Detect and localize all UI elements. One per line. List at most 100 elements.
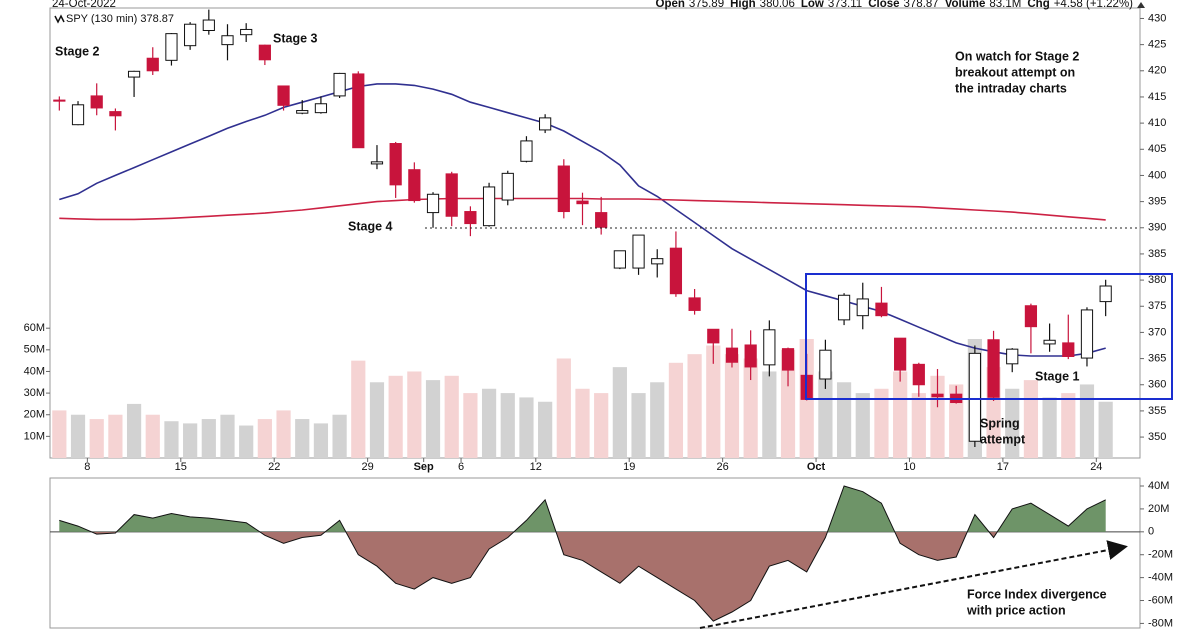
candle-body: [1062, 342, 1075, 357]
y-tick-label: 385: [1148, 248, 1166, 260]
annotation: Stage 4: [348, 219, 393, 233]
y-tick-label: 425: [1148, 39, 1166, 51]
candle-body: [53, 99, 66, 102]
y-tick-label: -20M: [1148, 549, 1173, 561]
y2-tick-label: 10M: [24, 430, 45, 442]
x-tick-label: 24: [1090, 461, 1102, 473]
candle-body: [1080, 309, 1094, 359]
annotation: Stage 2: [55, 44, 100, 58]
force-panel-frame: [49, 477, 1141, 629]
volume-bar: [183, 423, 198, 458]
volume-bar: [556, 358, 571, 458]
y-tick-label: 375: [1148, 300, 1166, 312]
candle-body: [613, 250, 626, 269]
annotation: Force Index divergence: [967, 587, 1107, 601]
volume-bar: [126, 403, 142, 458]
volume-bar: [108, 414, 123, 458]
candle-body: [184, 23, 197, 47]
header-date: 24-Oct-2022: [52, 0, 116, 10]
y-tick-label: 410: [1148, 117, 1166, 129]
y-tick-label: 370: [1148, 326, 1166, 338]
candle-body: [894, 337, 907, 371]
candle-body: [557, 165, 570, 213]
legend-icon: [54, 14, 65, 24]
x-tick-label: Sep: [414, 461, 434, 473]
y-tick-label: 420: [1148, 65, 1166, 77]
candle-body: [651, 258, 664, 265]
y2-tick-label: 30M: [24, 387, 45, 399]
moving-average: [59, 83, 1106, 357]
volume-bar: [164, 421, 179, 458]
y-tick-label: 20M: [1148, 503, 1169, 515]
annotation: On watch for Stage 2: [955, 49, 1079, 63]
y-tick-label: 40M: [1148, 480, 1169, 492]
volume-bar: [668, 362, 684, 458]
candle-body: [221, 35, 234, 46]
volume-bar: [855, 393, 870, 458]
candle-body: [632, 234, 645, 269]
volume-bar: [818, 371, 833, 458]
force-area-negative: [91, 532, 998, 622]
stage-1-box: [805, 273, 1173, 400]
volume-bar: [145, 414, 160, 458]
x-tick-label: 10: [903, 461, 915, 473]
y-tick-label: 360: [1148, 379, 1166, 391]
y-tick-label: 415: [1148, 91, 1166, 103]
volume-bar: [1005, 388, 1020, 458]
candle-body: [912, 363, 925, 386]
candle-body: [482, 186, 496, 227]
y2-tick-label: 20M: [24, 409, 45, 421]
candle-body: [875, 302, 888, 317]
volume-bar: [369, 382, 385, 458]
price-layer: [53, 9, 1112, 448]
volume-bar: [463, 393, 478, 458]
volume-bar: [1023, 380, 1039, 458]
x-tick-label: Oct: [807, 461, 826, 473]
volume-bar: [687, 354, 702, 458]
volume-bar: [836, 382, 852, 458]
candle-body: [987, 339, 1000, 398]
quote-value: 83.1M: [989, 0, 1021, 10]
candle-body: [539, 117, 552, 131]
candle-body: [426, 193, 440, 214]
candle-body: [968, 352, 981, 442]
volume-bar: [743, 358, 758, 458]
volume-bar: [257, 419, 272, 458]
volume-bar: [201, 419, 216, 458]
candle-body: [819, 349, 832, 380]
volume-bar: [780, 349, 796, 458]
y-tick-label: 390: [1148, 222, 1166, 234]
candle-body: [837, 294, 851, 321]
candle-body: [931, 393, 944, 398]
candle-body: [109, 111, 122, 117]
candle-body: [688, 297, 701, 311]
volume-bar: [52, 410, 67, 458]
candle-body: [71, 104, 85, 126]
quote-label: Low: [801, 0, 824, 10]
legend: SPY (130 min) 378.87: [66, 13, 174, 25]
quote-label: Chg: [1027, 0, 1049, 10]
volume-bar: [631, 393, 646, 458]
candle-body: [1099, 285, 1112, 303]
volume-bar: [650, 382, 665, 458]
candle-body: [856, 298, 869, 317]
x-tick-label: 6: [458, 461, 464, 473]
volume-bar: [444, 375, 459, 458]
candle-body: [707, 328, 720, 344]
volume-bar: [762, 371, 777, 458]
volume-bar: [538, 401, 553, 458]
y2-tick-label: 50M: [24, 344, 45, 356]
volume-bar: [724, 354, 740, 458]
x-tick-label: 8: [84, 461, 90, 473]
y-tick-label: -80M: [1148, 617, 1173, 629]
volume-bar: [1061, 393, 1076, 458]
y2-tick-label: 40M: [24, 365, 45, 377]
volume-bar: [295, 419, 310, 458]
y-tick-label: 430: [1148, 12, 1166, 24]
y-tick-label: 405: [1148, 143, 1166, 155]
volume-bar: [612, 367, 627, 458]
candle-body: [333, 72, 346, 97]
candle-body: [763, 329, 776, 366]
annotation: the intraday charts: [955, 81, 1067, 95]
